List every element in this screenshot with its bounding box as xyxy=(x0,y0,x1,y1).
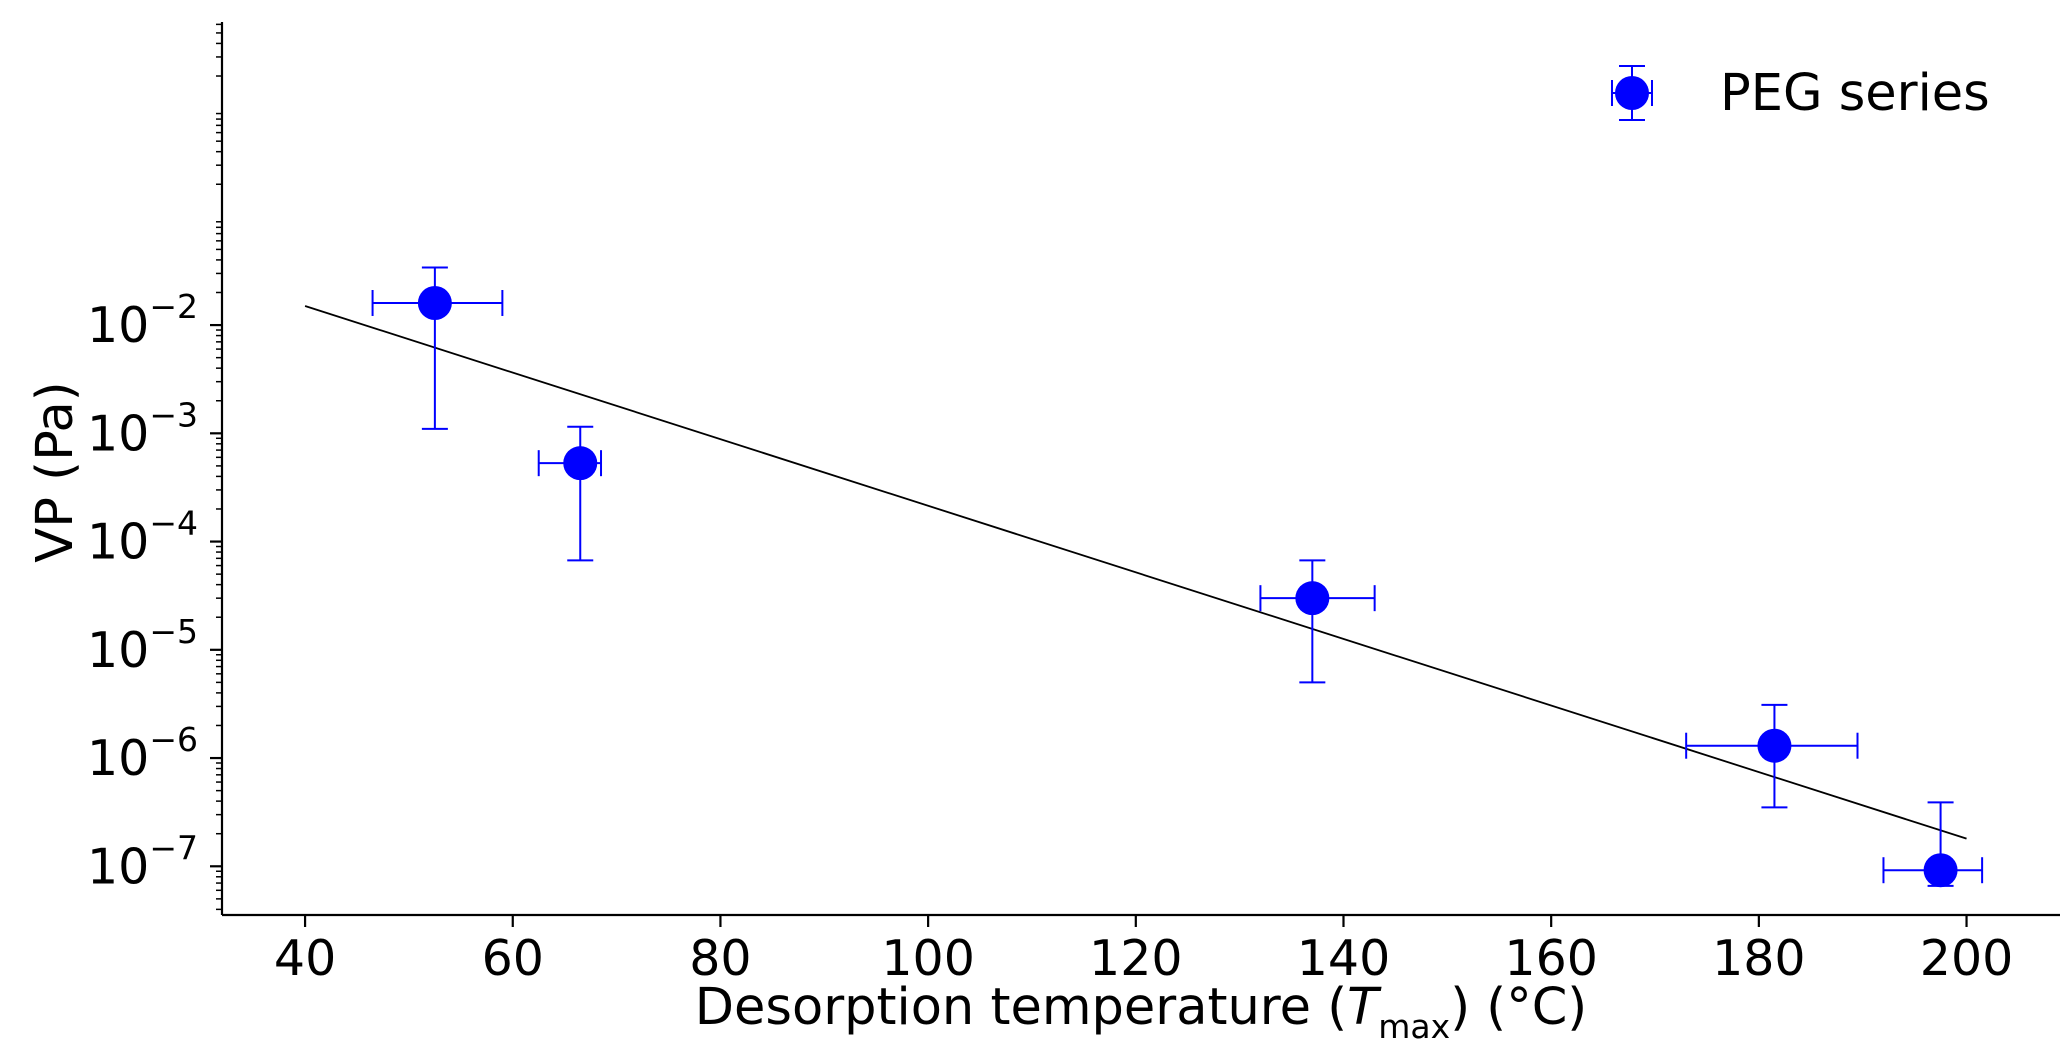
x-tick-label: 60 xyxy=(482,930,544,987)
y-tick-label: 10−6 xyxy=(87,720,198,787)
legend-marker xyxy=(1615,76,1649,110)
x-tick-label: 80 xyxy=(689,930,751,987)
data-point-group xyxy=(371,266,504,430)
y-tick-label: 10−3 xyxy=(87,395,198,462)
fit-line xyxy=(304,305,1967,840)
data-point xyxy=(563,446,598,481)
x-tick-label: 100 xyxy=(881,930,975,987)
x-tick-label: 180 xyxy=(1712,930,1806,987)
data-point xyxy=(1923,853,1958,888)
data-point-group xyxy=(1882,801,1984,888)
axis-titles: Desorption temperature (Tmax) (°C) VP (Pa… xyxy=(26,381,1587,1046)
x-tick-label: 40 xyxy=(274,930,336,987)
axes: 40 60 80 100 120 140 160 180 200 10−2 10−3 10−4 10−5… xyxy=(87,22,2060,987)
x-tick-label: 120 xyxy=(1089,930,1183,987)
legend-label: PEG series xyxy=(1720,64,1990,123)
data-point xyxy=(1757,728,1792,763)
legend: PEG series xyxy=(1611,64,1990,123)
y-tick-label: 10−4 xyxy=(87,504,198,571)
x-tick-label: 160 xyxy=(1504,930,1598,987)
x-axis-title: Desorption temperature (Tmax) (°C) xyxy=(695,978,1587,1046)
data-point-group xyxy=(537,425,603,562)
y-tick-label: 10−2 xyxy=(87,287,198,354)
x-tick-label: 200 xyxy=(1920,930,2014,987)
data-marks xyxy=(371,266,1984,888)
y-tick-label: 10−5 xyxy=(87,612,198,679)
data-point-group xyxy=(1259,559,1376,684)
y-tick-label: 10−7 xyxy=(87,828,198,895)
fit-line-group xyxy=(304,305,1967,840)
data-point-group xyxy=(1685,703,1859,809)
x-tick-label: 140 xyxy=(1297,930,1391,987)
y-axis-title: VP (Pa) xyxy=(26,381,85,562)
data-point xyxy=(417,285,452,320)
data-point xyxy=(1295,581,1330,616)
